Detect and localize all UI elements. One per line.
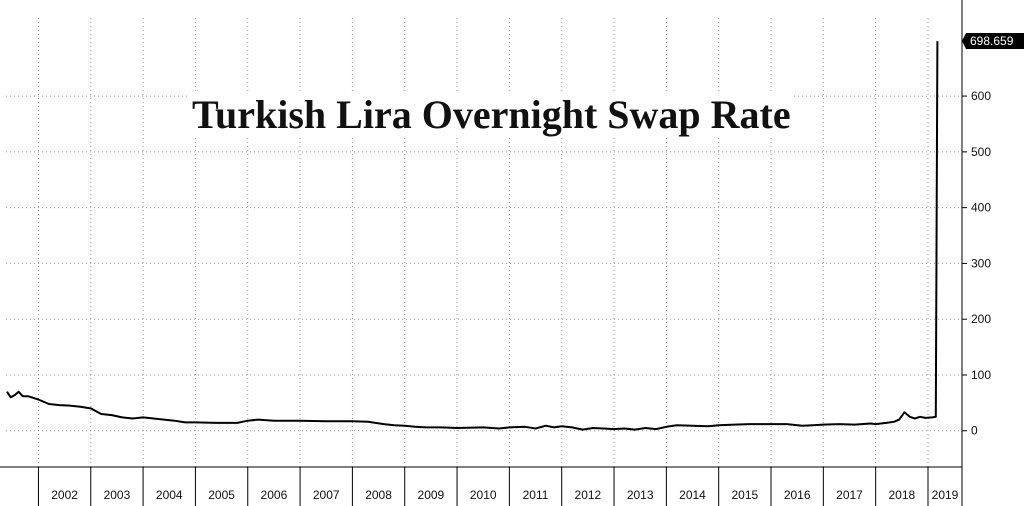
x-tick-label: 2017 xyxy=(836,488,863,502)
x-tick-label: 2019 xyxy=(932,488,959,502)
x-tick-label: 2004 xyxy=(156,488,183,502)
x-tick-label: 2013 xyxy=(627,488,654,502)
y-tick-label: 500 xyxy=(971,145,991,159)
x-tick-label: 2008 xyxy=(365,488,392,502)
x-tick-label: 2015 xyxy=(731,488,758,502)
grid-layer xyxy=(6,18,962,467)
x-tick-label: 2003 xyxy=(104,488,131,502)
x-tick-label: 2014 xyxy=(679,488,706,502)
y-tick-label: 600 xyxy=(971,89,991,103)
chart-title: Turkish Lira Overnight Swap Rate xyxy=(190,92,793,138)
x-tick-label: 2009 xyxy=(418,488,445,502)
axis-layer: 2002 2003 2004 2005 2006 2007 2008 2009 2010 2011… xyxy=(0,0,991,506)
series-layer xyxy=(6,41,939,431)
x-tick-label: 2018 xyxy=(888,488,915,502)
last-value-badge xyxy=(962,33,1024,50)
y-tick-label: 0 xyxy=(971,424,978,438)
x-tick-label: 2002 xyxy=(51,488,78,502)
x-tick-label: 2011 xyxy=(523,488,549,502)
y-tick-label: 400 xyxy=(971,201,991,215)
y-tick-label: 100 xyxy=(971,368,991,382)
x-tick-label: 2010 xyxy=(470,488,497,502)
label-layer: 698.659 xyxy=(962,33,1024,50)
y-tick-label: 200 xyxy=(971,312,991,326)
last-value-label: 698.659 xyxy=(970,34,1014,48)
x-tick-label: 2012 xyxy=(575,488,602,502)
x-tick-label: 2016 xyxy=(784,488,811,502)
y-tick-label: 300 xyxy=(971,256,991,270)
x-tick-label: 2006 xyxy=(261,488,288,502)
x-tick-label: 2007 xyxy=(313,488,340,502)
x-tick-label: 2005 xyxy=(208,488,235,502)
series-line xyxy=(6,41,939,431)
